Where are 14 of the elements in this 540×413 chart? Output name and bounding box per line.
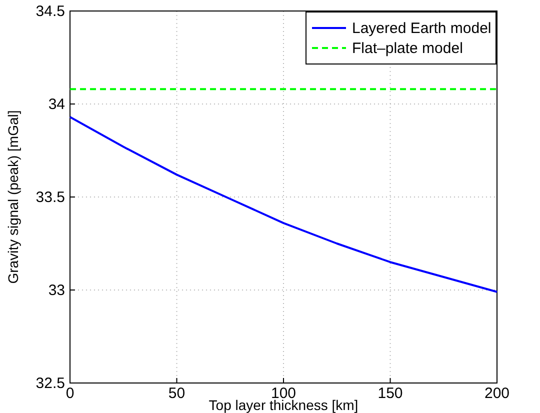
x-tick-label: 200 — [484, 385, 510, 402]
legend-label: Layered Earth model — [352, 20, 492, 37]
y-tick-label: 33.5 — [36, 189, 65, 206]
x-tick-label: 50 — [168, 385, 186, 402]
x-tick-label: 150 — [378, 385, 403, 402]
y-tick-label: 33 — [48, 282, 65, 299]
legend-label: Flat–plate model — [352, 40, 463, 57]
y-tick-label: 34.5 — [36, 3, 65, 20]
y-tick-label: 32.5 — [36, 375, 65, 392]
x-axis-title: Top layer thickness [km] — [208, 397, 358, 413]
y-tick-label: 34 — [48, 96, 65, 113]
x-tick-label: 0 — [66, 385, 74, 402]
line-series — [69, 116, 498, 293]
y-axis-title: Gravity signal (peak) [mGal] — [5, 110, 21, 284]
